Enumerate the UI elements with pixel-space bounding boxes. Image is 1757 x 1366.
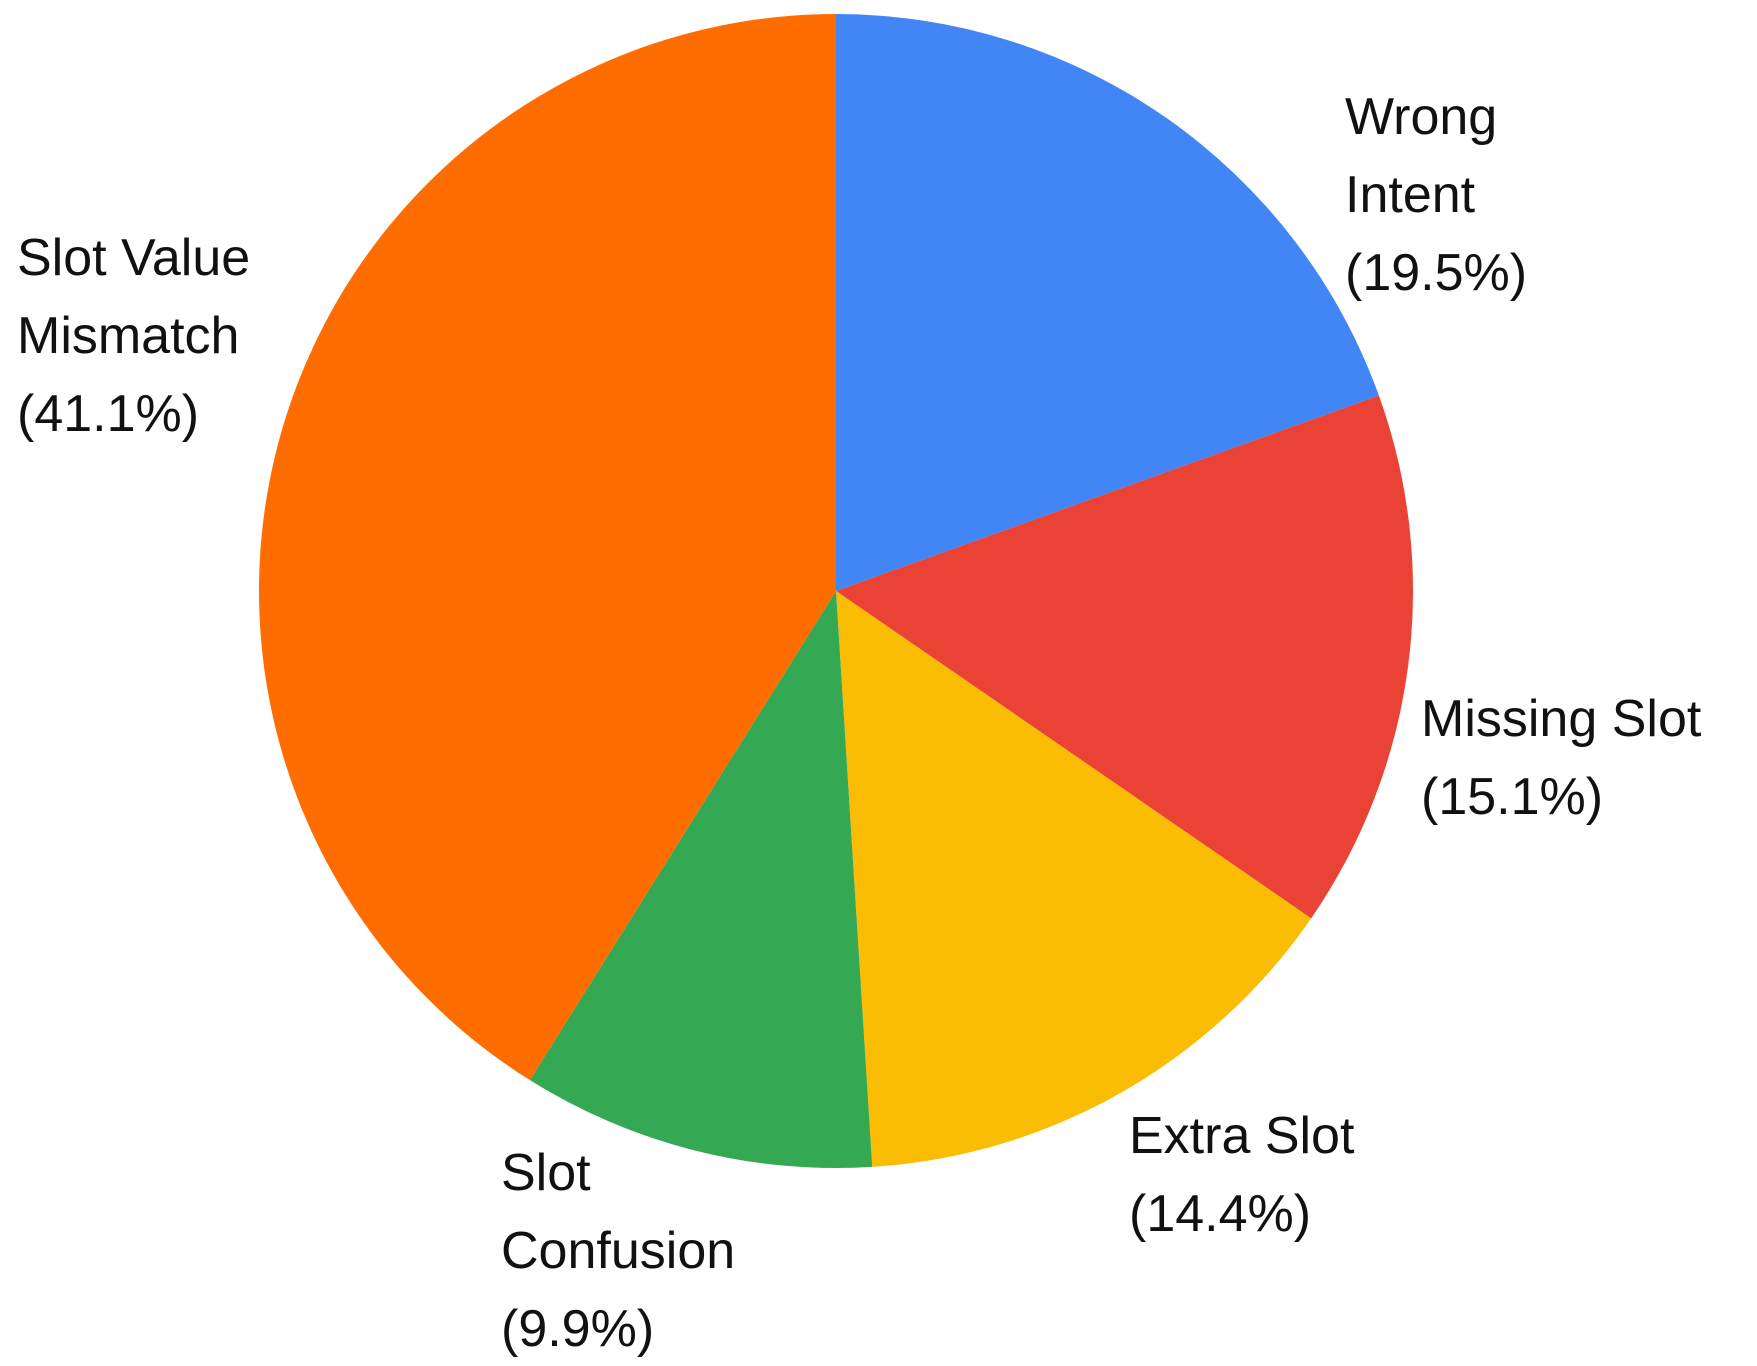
- value-label: (9.9%): [501, 1300, 655, 1358]
- slice-label: Slot Confusion (9.9%): [501, 1134, 801, 1366]
- pie-slice: [836, 395, 1413, 919]
- value-label: (15.1%): [1421, 768, 1604, 826]
- pie-slice: [836, 14, 1379, 591]
- slice-label: Extra Slot (14.4%): [1129, 1097, 1449, 1253]
- value-label: (41.1%): [17, 385, 200, 443]
- category-label: Extra Slot: [1129, 1107, 1355, 1165]
- pie-slice: [258, 14, 836, 1081]
- pie-slice: [529, 591, 873, 1168]
- category-label: Wrong Intent: [1345, 88, 1498, 224]
- value-label: (14.4%): [1129, 1185, 1312, 1243]
- category-label: Slot Confusion: [501, 1144, 736, 1280]
- slice-label: Wrong Intent (19.5%): [1345, 78, 1555, 312]
- category-label: Missing Slot: [1421, 690, 1702, 748]
- slice-label: Slot Value Mismatch (41.1%): [17, 219, 317, 453]
- pie-slice: [836, 591, 1312, 1167]
- category-label: Slot Value Mismatch: [17, 229, 251, 365]
- value-label: (19.5%): [1345, 244, 1528, 302]
- slice-label: Missing Slot (15.1%): [1421, 680, 1757, 836]
